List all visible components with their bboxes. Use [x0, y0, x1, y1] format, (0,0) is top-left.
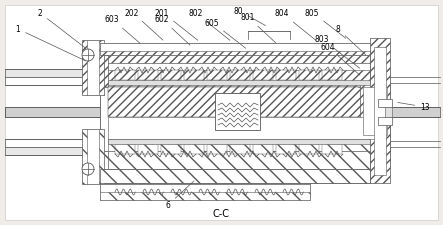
Bar — [184, 144, 204, 154]
Bar — [253, 144, 273, 154]
Bar — [100, 44, 370, 56]
Bar — [115, 71, 135, 81]
Bar — [115, 144, 135, 154]
Bar — [100, 44, 370, 52]
Bar — [138, 71, 158, 81]
Bar — [82, 129, 104, 184]
Bar — [184, 71, 204, 81]
Bar — [360, 83, 390, 140]
Bar — [108, 117, 380, 139]
Bar — [374, 48, 386, 175]
Bar — [385, 108, 392, 117]
Bar — [230, 71, 250, 81]
Text: 202: 202 — [125, 9, 163, 41]
Text: 1: 1 — [16, 25, 85, 62]
Text: 803: 803 — [315, 35, 360, 69]
Bar — [5, 108, 115, 117]
Bar — [82, 41, 104, 96]
Bar — [100, 169, 370, 183]
Bar — [161, 71, 181, 81]
Circle shape — [82, 50, 94, 62]
Bar — [5, 70, 100, 78]
Bar — [207, 144, 227, 154]
Text: 602: 602 — [155, 16, 190, 46]
Bar — [161, 144, 181, 154]
Text: 13: 13 — [398, 103, 430, 112]
Text: 8: 8 — [336, 25, 366, 56]
Bar — [299, 71, 319, 81]
Bar — [276, 144, 296, 154]
Bar — [108, 81, 370, 86]
Bar — [299, 144, 319, 154]
Text: 605: 605 — [205, 18, 246, 49]
Circle shape — [82, 163, 94, 175]
Bar — [100, 88, 390, 151]
Text: 802: 802 — [189, 9, 230, 41]
Bar — [378, 117, 392, 126]
Text: 603: 603 — [105, 16, 140, 44]
Bar — [363, 88, 387, 135]
Bar — [5, 108, 115, 117]
Polygon shape — [108, 139, 380, 151]
Text: 801: 801 — [241, 14, 276, 44]
Bar — [100, 184, 310, 200]
Polygon shape — [100, 56, 390, 88]
Text: 80: 80 — [233, 7, 266, 27]
Bar — [5, 139, 100, 147]
Bar — [5, 78, 100, 86]
Bar — [370, 39, 390, 183]
Bar — [108, 139, 370, 144]
Bar — [390, 108, 440, 117]
Text: C-C: C-C — [213, 208, 229, 218]
Text: 604: 604 — [321, 43, 360, 76]
Text: 201: 201 — [155, 9, 198, 41]
Bar — [100, 184, 310, 192]
Bar — [108, 56, 370, 64]
Bar — [322, 71, 342, 81]
Bar — [215, 94, 260, 130]
Bar — [87, 41, 99, 96]
Bar — [87, 129, 99, 184]
Bar — [322, 144, 342, 154]
Text: 6: 6 — [166, 181, 194, 209]
Bar — [378, 99, 392, 108]
Bar — [253, 71, 273, 81]
Bar — [276, 71, 296, 81]
Bar — [207, 71, 227, 81]
Bar — [108, 64, 370, 71]
Text: 2: 2 — [38, 9, 86, 49]
Text: 805: 805 — [305, 9, 346, 39]
Bar — [138, 144, 158, 154]
Bar — [230, 144, 250, 154]
Text: 804: 804 — [275, 9, 316, 41]
Bar — [5, 147, 100, 155]
Polygon shape — [108, 88, 380, 117]
Polygon shape — [100, 151, 390, 183]
